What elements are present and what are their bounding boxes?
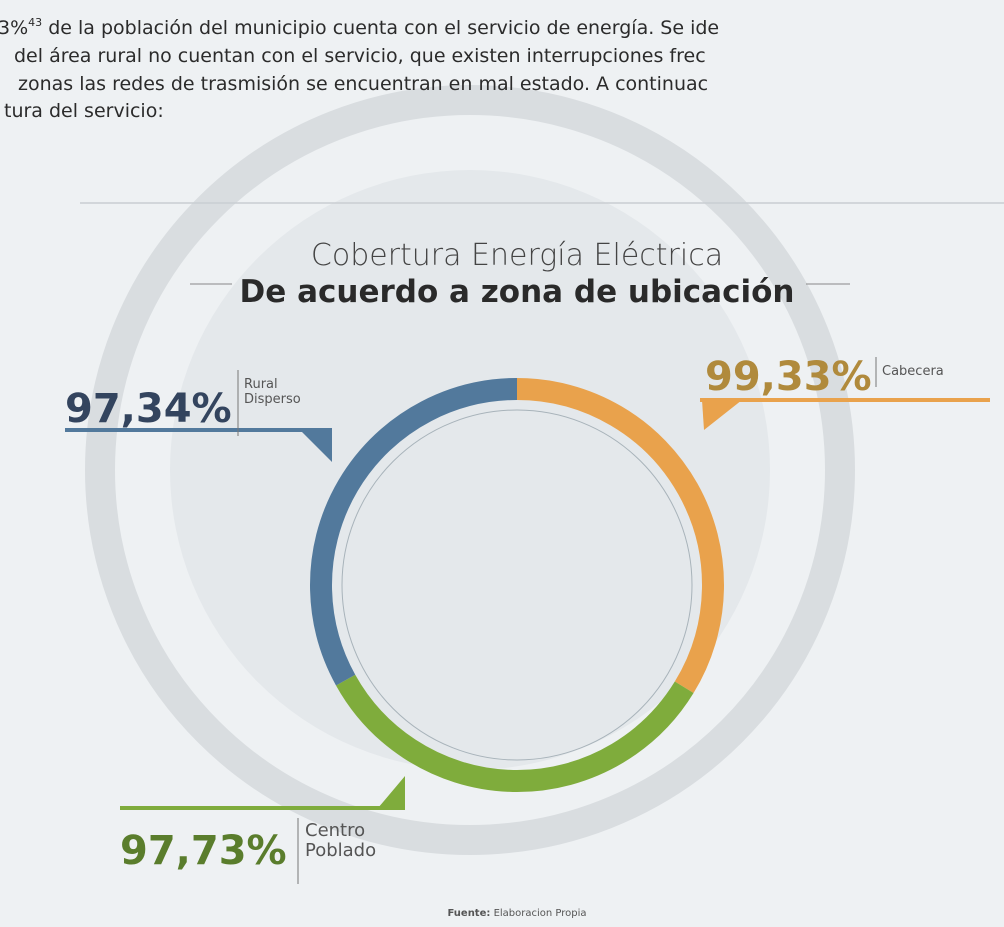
value-label: 97,34%	[65, 386, 232, 432]
category-label: Cabecera	[882, 364, 944, 379]
label-pointer	[300, 430, 332, 462]
chart-title: Cobertura Energía Eléctrica	[311, 238, 723, 273]
chart-subtitle: De acuerdo a zona de ubicación	[240, 274, 795, 310]
donut-segment	[516, 378, 724, 694]
value-label: 99,33%	[705, 354, 872, 400]
paragraph-line: del área rural no cuentan con el servici…	[14, 45, 706, 67]
source: Fuente: Elaboracion Propia	[447, 908, 586, 919]
paragraph-line: tura del servicio:	[4, 100, 164, 122]
donut-segment	[310, 378, 518, 686]
label-pointer	[378, 776, 405, 808]
label-pointer	[702, 400, 742, 430]
category-label: Rural Disperso	[244, 377, 301, 407]
watermark	[85, 85, 855, 855]
donut-segment	[336, 674, 694, 792]
paragraph-line: 3%43 de la población del municipio cuent…	[0, 16, 719, 39]
inner-ring	[341, 409, 693, 761]
category-label: Centro Poblado	[305, 820, 376, 861]
paragraph-line: zonas las redes de trasmisión se encuent…	[18, 73, 708, 95]
value-label: 97,73%	[120, 828, 287, 874]
